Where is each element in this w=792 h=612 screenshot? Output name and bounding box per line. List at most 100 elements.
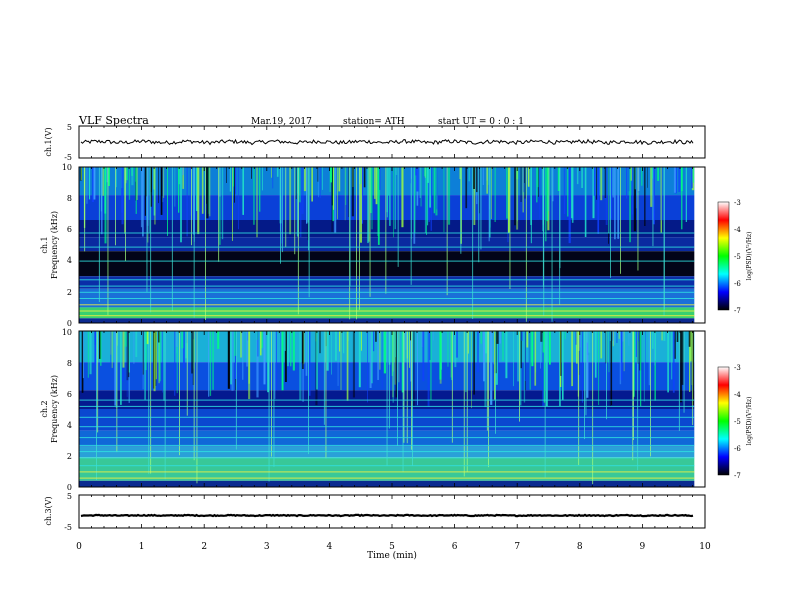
spectrogram-streak: [122, 331, 125, 368]
spectrogram-streak: [430, 331, 432, 400]
spectrogram-streak: [134, 167, 136, 182]
spectrogram-streak: [128, 331, 130, 373]
spectrogram-streak: [360, 167, 362, 243]
spectrogram-streak: [557, 167, 560, 191]
spectrogram-streak: [116, 167, 117, 188]
spectrogram-streak: [528, 167, 530, 187]
station-label: station= ATH: [343, 117, 405, 127]
spectrogram-streak: [253, 167, 255, 225]
spectrogram-streak: [629, 167, 631, 243]
spectrogram-streak: [494, 331, 496, 400]
sferic-line: [386, 331, 388, 466]
sferic-line: [356, 167, 357, 320]
spectrogram-streak: [128, 167, 131, 200]
spectrogram-streak: [575, 331, 577, 345]
spectrogram-streak: [628, 331, 630, 346]
spectrogram-streak: [639, 331, 642, 371]
spectrogram-streak: [514, 167, 517, 226]
spectrogram-streak: [261, 331, 263, 348]
spectrogram-streak: [597, 167, 600, 234]
spectrogram-streak: [81, 331, 84, 393]
spectrogram-streak: [292, 331, 295, 371]
x-tick-4: 4: [327, 542, 333, 552]
sferic-line: [218, 167, 220, 262]
spectrogram-streak: [183, 331, 185, 369]
ch1-spec-ytick-2: 2: [67, 288, 72, 297]
spectrogram-streak: [540, 331, 543, 342]
sferic-line: [205, 167, 206, 320]
spectrogram-streak: [679, 331, 683, 403]
x-tick-0: 0: [76, 542, 82, 552]
spectrogram-streak: [175, 331, 178, 347]
spectrogram-streak: [271, 167, 272, 178]
spectrogram-streak: [623, 331, 625, 372]
spectrogram-streak: [100, 331, 102, 366]
spectrogram-streak: [495, 331, 498, 385]
spectrogram-streak: [600, 167, 603, 201]
spectrogram-streak: [678, 167, 681, 192]
spectrogram-streak: [217, 331, 220, 349]
spectrogram-streak: [654, 331, 656, 401]
spectrogram-streak: [581, 167, 583, 188]
sferic-line: [186, 331, 188, 416]
spectrogram-streak: [262, 167, 263, 191]
ch2-colorbar-gradient: [717, 366, 730, 476]
spectrogram-streak: [93, 167, 96, 200]
spectrogram-streak: [524, 331, 526, 381]
spectrogram-streak: [377, 167, 379, 236]
spectrogram-streak: [426, 167, 427, 235]
sferic-line: [663, 167, 665, 310]
spectrogram-streak: [546, 167, 549, 222]
spectrogram-streak: [673, 331, 676, 359]
spectrogram-streak: [281, 331, 284, 391]
spectrogram-streak: [284, 331, 287, 382]
spectrogram-streak: [201, 167, 204, 214]
spectrogram-streak: [537, 167, 539, 188]
spectrogram-streak: [617, 167, 620, 239]
spectrogram-empty: [694, 167, 705, 323]
spectrogram-streak: [322, 167, 323, 190]
spectrogram-streak: [334, 167, 337, 233]
spectrogram-streak: [142, 331, 144, 390]
spectrogram-streak: [91, 167, 94, 202]
sferic-line: [525, 167, 527, 322]
ch1-cb-tick-m7: -7: [734, 307, 741, 315]
sferic-line: [551, 167, 553, 322]
spectrogram-streak: [531, 331, 534, 367]
spectrogram-streak: [637, 167, 640, 191]
spectrogram-streak: [586, 331, 588, 343]
spectrogram-band: [79, 237, 695, 252]
narrowband-line: [79, 260, 695, 262]
spectrogram-streak: [581, 331, 583, 403]
ch1-cb-tick-m3: -3: [734, 199, 741, 207]
sferic-line: [472, 167, 474, 319]
sferic-line: [488, 331, 489, 468]
spectrogram-streak: [652, 167, 655, 225]
spectrogram-streak: [218, 167, 221, 245]
sferic-line: [235, 331, 237, 450]
spectrogram-streak: [99, 331, 102, 359]
ch1-cb-tick-m6: -6: [734, 280, 741, 288]
sferic-line: [460, 167, 462, 254]
narrowband-line: [79, 405, 695, 407]
ch2-spectrogram-image: [79, 331, 705, 487]
spectrogram-streak: [692, 167, 695, 183]
sferic-line: [325, 331, 327, 459]
spectrogram-streak: [193, 331, 194, 369]
sferic-line: [403, 331, 405, 443]
spectrogram-streak: [530, 167, 532, 244]
spectrogram-streak: [631, 167, 633, 215]
sferic-line: [146, 167, 148, 292]
spectrogram-streak: [381, 331, 383, 389]
spectrogram-streak: [619, 331, 622, 385]
spectrogram-streak: [633, 167, 636, 232]
spectrogram-streak: [339, 331, 341, 352]
spectrogram-streak: [331, 331, 332, 375]
start-time-label: start UT = 0 : 0 : 1: [438, 117, 524, 127]
spectrogram-streak: [131, 167, 134, 186]
spectrogram-streak: [571, 331, 573, 387]
spectrogram-streak: [688, 331, 691, 347]
spectrogram-streak: [273, 331, 276, 399]
spectrogram-streak: [120, 331, 122, 405]
spectrogram-empty: [694, 331, 705, 487]
